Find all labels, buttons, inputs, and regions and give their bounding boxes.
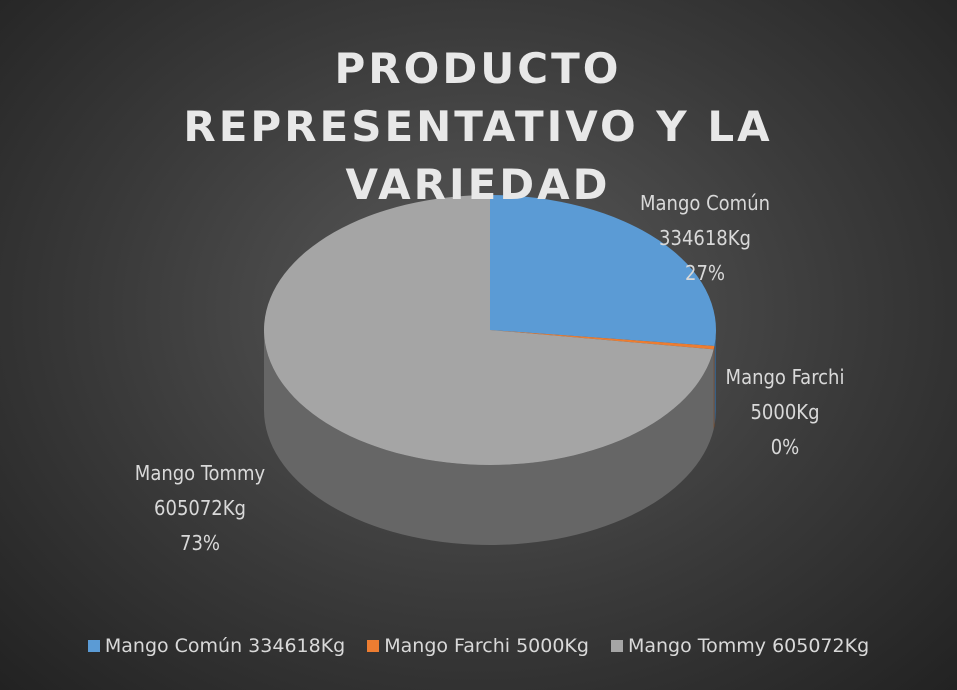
legend-swatch bbox=[367, 640, 380, 652]
chart-title: PRODUCTO REPRESENTATIVO Y LA VARIEDAD bbox=[183, 44, 773, 209]
pie-slice bbox=[264, 195, 714, 465]
data-label-value: 73% bbox=[180, 531, 220, 555]
data-label: Mango Tommy 605072Kg 73% bbox=[115, 456, 285, 561]
pie-side bbox=[713, 346, 715, 430]
legend-label: Mango Tommy 605072Kg bbox=[627, 635, 870, 657]
legend-item: Mango Tommy 605072Kg bbox=[610, 635, 870, 657]
data-label: Mango Común 334618Kg 27% bbox=[620, 186, 790, 291]
legend-label: Mango Común 334618Kg bbox=[104, 635, 346, 657]
data-label-value: 27% bbox=[685, 261, 725, 285]
legend-item: Mango Común 334618Kg bbox=[87, 635, 346, 657]
data-label-category: Mango Farchi 5000Kg bbox=[725, 365, 845, 424]
data-label-category: Mango Común 334618Kg bbox=[639, 191, 771, 250]
data-label: Mango Farchi 5000Kg 0% bbox=[700, 360, 870, 465]
pie-slice bbox=[490, 195, 716, 347]
legend-item: Mango Farchi 5000Kg bbox=[367, 635, 589, 657]
data-label-category: Mango Tommy 605072Kg bbox=[134, 461, 266, 520]
pie-slice bbox=[490, 330, 715, 350]
legend-label: Mango Farchi 5000Kg bbox=[384, 635, 589, 657]
data-label-value: 0% bbox=[770, 435, 800, 459]
pie-side bbox=[264, 330, 714, 546]
pie-side bbox=[714, 330, 716, 427]
legend-swatch bbox=[87, 640, 100, 652]
legend: Mango Común 334618Kg Mango Farchi 5000Kg M… bbox=[0, 635, 957, 657]
legend-swatch bbox=[610, 640, 623, 652]
